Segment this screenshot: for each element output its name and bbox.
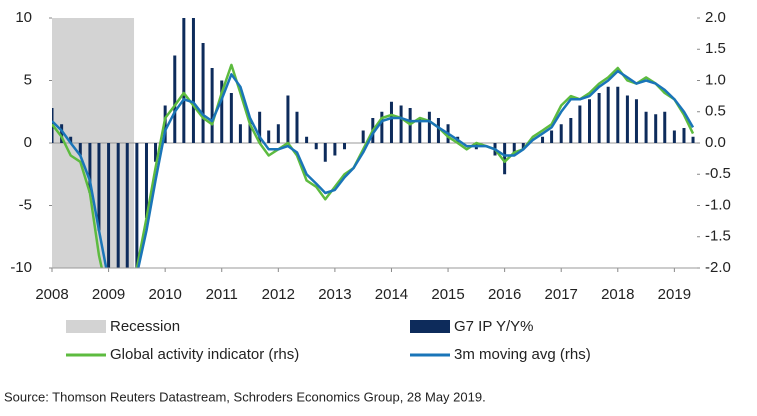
bar [182, 18, 186, 143]
bar [550, 130, 554, 143]
y2-tick-label: 0.5 [705, 103, 726, 120]
bar [682, 128, 686, 143]
x-tick-label: 2014 [375, 286, 408, 303]
bar [569, 118, 573, 143]
bar [60, 124, 64, 143]
y2-tick-label: -1.5 [705, 228, 731, 245]
bar [625, 95, 629, 143]
x-tick-label: 2009 [92, 286, 125, 303]
bar [427, 111, 431, 143]
bar [588, 99, 591, 143]
bar [97, 143, 101, 231]
bar [314, 143, 318, 150]
legend-label: Global activity indicator (rhs) [110, 346, 299, 363]
y-tick-label: 10 [15, 9, 32, 26]
bar [399, 105, 403, 143]
bar [154, 143, 158, 162]
legend-label: Recession [110, 318, 180, 335]
x-tick-label: 2013 [318, 286, 351, 303]
bar [305, 136, 309, 143]
bar [220, 80, 224, 143]
bar [276, 124, 280, 143]
bar [343, 143, 347, 150]
y2-tick-label: 0.0 [705, 134, 726, 151]
y-tick-label: 5 [24, 71, 32, 88]
bar [69, 136, 73, 143]
x-tick-label: 2008 [35, 286, 68, 303]
bar [361, 130, 365, 143]
bar [144, 143, 148, 218]
bar [295, 111, 299, 143]
bar [107, 143, 111, 268]
y-tick-label: -5 [19, 196, 32, 213]
bar [116, 143, 120, 268]
bar [333, 143, 337, 156]
x-tick-label: 2012 [262, 286, 295, 303]
bar [634, 99, 638, 143]
bar [323, 143, 327, 162]
bar [135, 143, 139, 268]
legend-label: G7 IP Y/Y% [454, 318, 534, 335]
bar [418, 118, 422, 143]
x-tick-label: 2019 [658, 286, 691, 303]
bar [654, 114, 658, 143]
x-tick-label: 2010 [148, 286, 181, 303]
bar [267, 130, 271, 143]
bar [521, 143, 525, 150]
bar [541, 136, 545, 143]
legend-swatch [66, 320, 106, 333]
bar [78, 143, 82, 156]
bar [606, 86, 610, 143]
y2-tick-label: -1.0 [705, 196, 731, 213]
bar [380, 111, 384, 143]
x-tick-label: 2016 [488, 286, 521, 303]
bar [229, 93, 233, 143]
bar [644, 111, 648, 143]
y-tick-label: 0 [24, 134, 32, 151]
bar [286, 95, 290, 143]
source-note: Source: Thomson Reuters Datastream, Schr… [4, 389, 486, 404]
bar [672, 130, 676, 143]
x-tick-label: 2017 [545, 286, 578, 303]
bar [616, 86, 620, 143]
y2-tick-label: 2.0 [705, 9, 726, 26]
bar [597, 93, 601, 143]
x-tick-label: 2018 [601, 286, 634, 303]
bar [238, 124, 242, 143]
x-tick-label: 2011 [206, 286, 238, 303]
bar [503, 143, 507, 175]
bar [663, 111, 667, 143]
plot-area [52, 18, 697, 268]
legend-label: 3m moving avg (rhs) [454, 346, 591, 363]
bar [691, 136, 695, 143]
bar [201, 43, 205, 143]
bar [258, 111, 262, 143]
bar [248, 118, 252, 143]
y2-tick-label: -2.0 [705, 259, 731, 276]
bar [436, 118, 440, 143]
bar [173, 55, 177, 143]
bar [125, 143, 129, 268]
bar [512, 143, 516, 156]
line [52, 69, 695, 268]
y2-tick-label: -0.5 [705, 165, 731, 182]
bar [191, 18, 195, 143]
bar [559, 124, 563, 143]
y2-tick-label: 1.0 [705, 71, 726, 88]
bar [88, 143, 92, 193]
bar [578, 105, 582, 143]
legend-swatch [410, 320, 450, 333]
x-tick-label: 2015 [431, 286, 464, 303]
y2-tick-label: 1.5 [705, 40, 726, 57]
y-tick-label: -10 [10, 259, 32, 276]
line [52, 63, 695, 268]
bar [389, 101, 393, 143]
bar [210, 68, 214, 143]
